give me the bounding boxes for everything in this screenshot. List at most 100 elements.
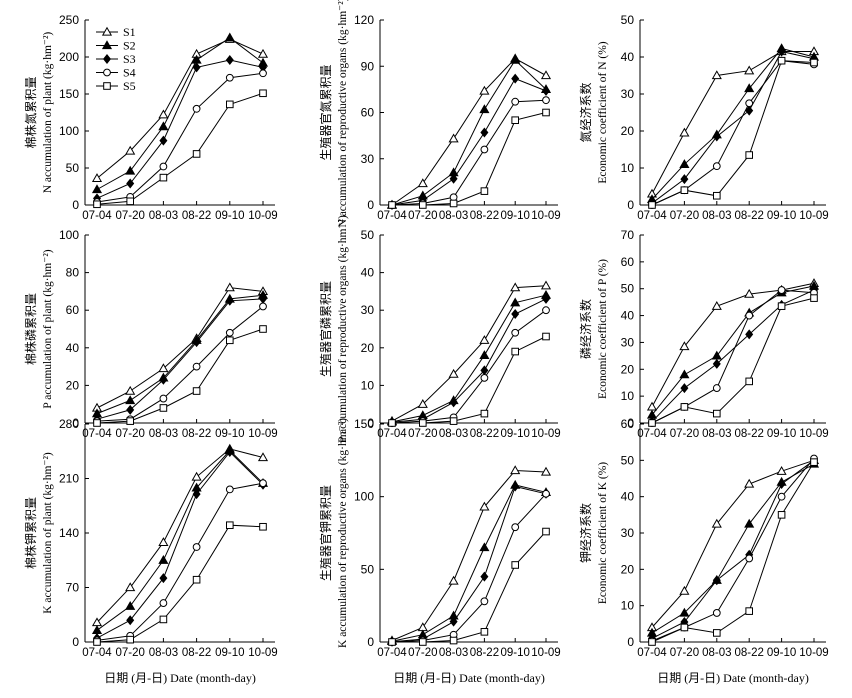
y-tick-label: 50 (621, 282, 635, 296)
data-point-S3 (126, 615, 135, 626)
series-line-S5 (651, 461, 815, 643)
y-tick-label: 40 (621, 50, 635, 64)
data-point-S1 (510, 282, 521, 292)
data-point-S5 (680, 623, 689, 632)
data-point-S1 (711, 300, 722, 310)
data-point-S1 (744, 478, 755, 488)
x-tick-label: 08-03 (702, 210, 731, 222)
y-tick-label: 40 (621, 490, 635, 504)
x-tick-label: 10-09 (799, 647, 828, 659)
data-point-S2 (479, 350, 490, 359)
series-line-S5 (392, 112, 547, 206)
y-tick-label: 30 (361, 303, 375, 317)
series-S5 (648, 294, 818, 427)
x-tick-label: 07-20 (115, 210, 144, 222)
data-point-S1 (479, 85, 490, 95)
y-tick-label: 70 (66, 581, 80, 595)
x-tick-label: 09-10 (215, 210, 244, 222)
y-tick-label: 60 (361, 106, 375, 120)
data-point-S4 (192, 104, 201, 113)
series-line-S4 (391, 309, 547, 424)
data-point-S2 (224, 32, 235, 42)
series-S3 (387, 481, 551, 647)
x-tick-label: 07-20 (115, 647, 144, 659)
legend-label-S4: S4 (123, 66, 136, 80)
y-tick-label: 0 (627, 198, 634, 212)
data-point-S1 (448, 368, 459, 378)
data-point-S1 (257, 452, 269, 462)
data-point-S1 (540, 70, 552, 80)
data-point-S5 (93, 419, 101, 427)
y-axis-title: Economic coefficient of K (%) (597, 462, 609, 604)
y-axis-title-cn: 生殖器官钾累积量 (318, 485, 333, 581)
y-axis-title-cn: 棉株磷累积量 (23, 293, 38, 365)
legend-marker-S1 (101, 26, 113, 36)
data-point-S3 (511, 308, 520, 319)
series-line-S1 (96, 287, 264, 409)
x-tick-label: 07-20 (670, 647, 699, 659)
y-tick-label: 100 (354, 490, 374, 504)
series-line-S3 (651, 289, 815, 423)
series-S4 (93, 69, 267, 206)
data-point-S2 (510, 54, 521, 64)
y-tick-label: 20 (66, 378, 80, 392)
data-point-S4 (259, 69, 267, 78)
x-tick-label: 09-10 (767, 210, 796, 222)
y-tick-label: 50 (361, 228, 375, 242)
x-tick-label: 07-04 (637, 428, 667, 440)
series-S5 (93, 89, 267, 209)
y-axis-title: P accumulation of reproductive organs (k… (337, 215, 349, 443)
data-point-S5 (192, 387, 201, 395)
series-S3 (647, 285, 819, 427)
data-point-S3 (745, 329, 754, 340)
data-point-S5 (648, 419, 656, 427)
x-tick-label: 08-03 (149, 428, 178, 440)
data-point-S4 (159, 394, 168, 403)
x-tick-label: 07-04 (377, 428, 407, 440)
x-tick-label: 10-09 (799, 428, 828, 440)
data-point-S4 (259, 479, 267, 488)
data-point-S5 (777, 302, 786, 310)
data-point-S5 (159, 173, 168, 182)
x-tick-label: 09-10 (500, 428, 529, 440)
legend-label-S3: S3 (123, 52, 136, 66)
series-line-S5 (392, 531, 547, 643)
x-tick-label: 08-22 (470, 647, 499, 659)
y-tick-label: 10 (621, 599, 635, 613)
data-point-S3 (541, 85, 551, 96)
series-line-S1 (391, 57, 547, 206)
data-point-S5 (713, 191, 721, 200)
y-axis-title-cn: 生殖器官氮累积量 (318, 64, 333, 160)
data-point-S5 (480, 409, 489, 418)
data-point-S3 (159, 374, 168, 385)
data-point-S5 (259, 522, 267, 531)
y-tick-label: 20 (621, 362, 635, 376)
series-line-S3 (391, 485, 547, 643)
x-tick-label: 08-03 (149, 210, 178, 222)
series-line-S4 (96, 306, 264, 422)
series-line-S2 (651, 47, 815, 200)
series-line-S5 (96, 92, 264, 205)
data-point-S3 (192, 489, 201, 500)
x-tick-label: 10-09 (531, 210, 560, 222)
series-S5 (388, 527, 550, 646)
y-tick-label: 40 (66, 341, 80, 355)
chart-panel-c: 0 10 20 30 40 50 07-04 07-20 08-03 08-22 09-10 10-0… (578, 13, 829, 222)
x-axis-title: 日期 (月-日) Date (month-day) (393, 671, 545, 685)
y-axis-title: K accumulation of reproductive organs (k… (337, 418, 349, 648)
x-tick-label: 07-04 (82, 647, 112, 659)
data-point-S5 (480, 628, 489, 636)
data-point-S5 (480, 187, 489, 195)
y-tick-label: 100 (59, 124, 79, 138)
x-tick-label: 10-09 (248, 210, 277, 222)
data-point-S4 (159, 162, 168, 171)
data-point-S3 (159, 573, 168, 584)
data-point-S5 (192, 575, 201, 584)
data-point-S3 (449, 173, 458, 184)
data-point-S5 (93, 638, 101, 646)
y-tick-label: 0 (367, 416, 374, 430)
data-point-S4 (225, 328, 234, 337)
x-tick-label: 08-22 (734, 647, 763, 659)
